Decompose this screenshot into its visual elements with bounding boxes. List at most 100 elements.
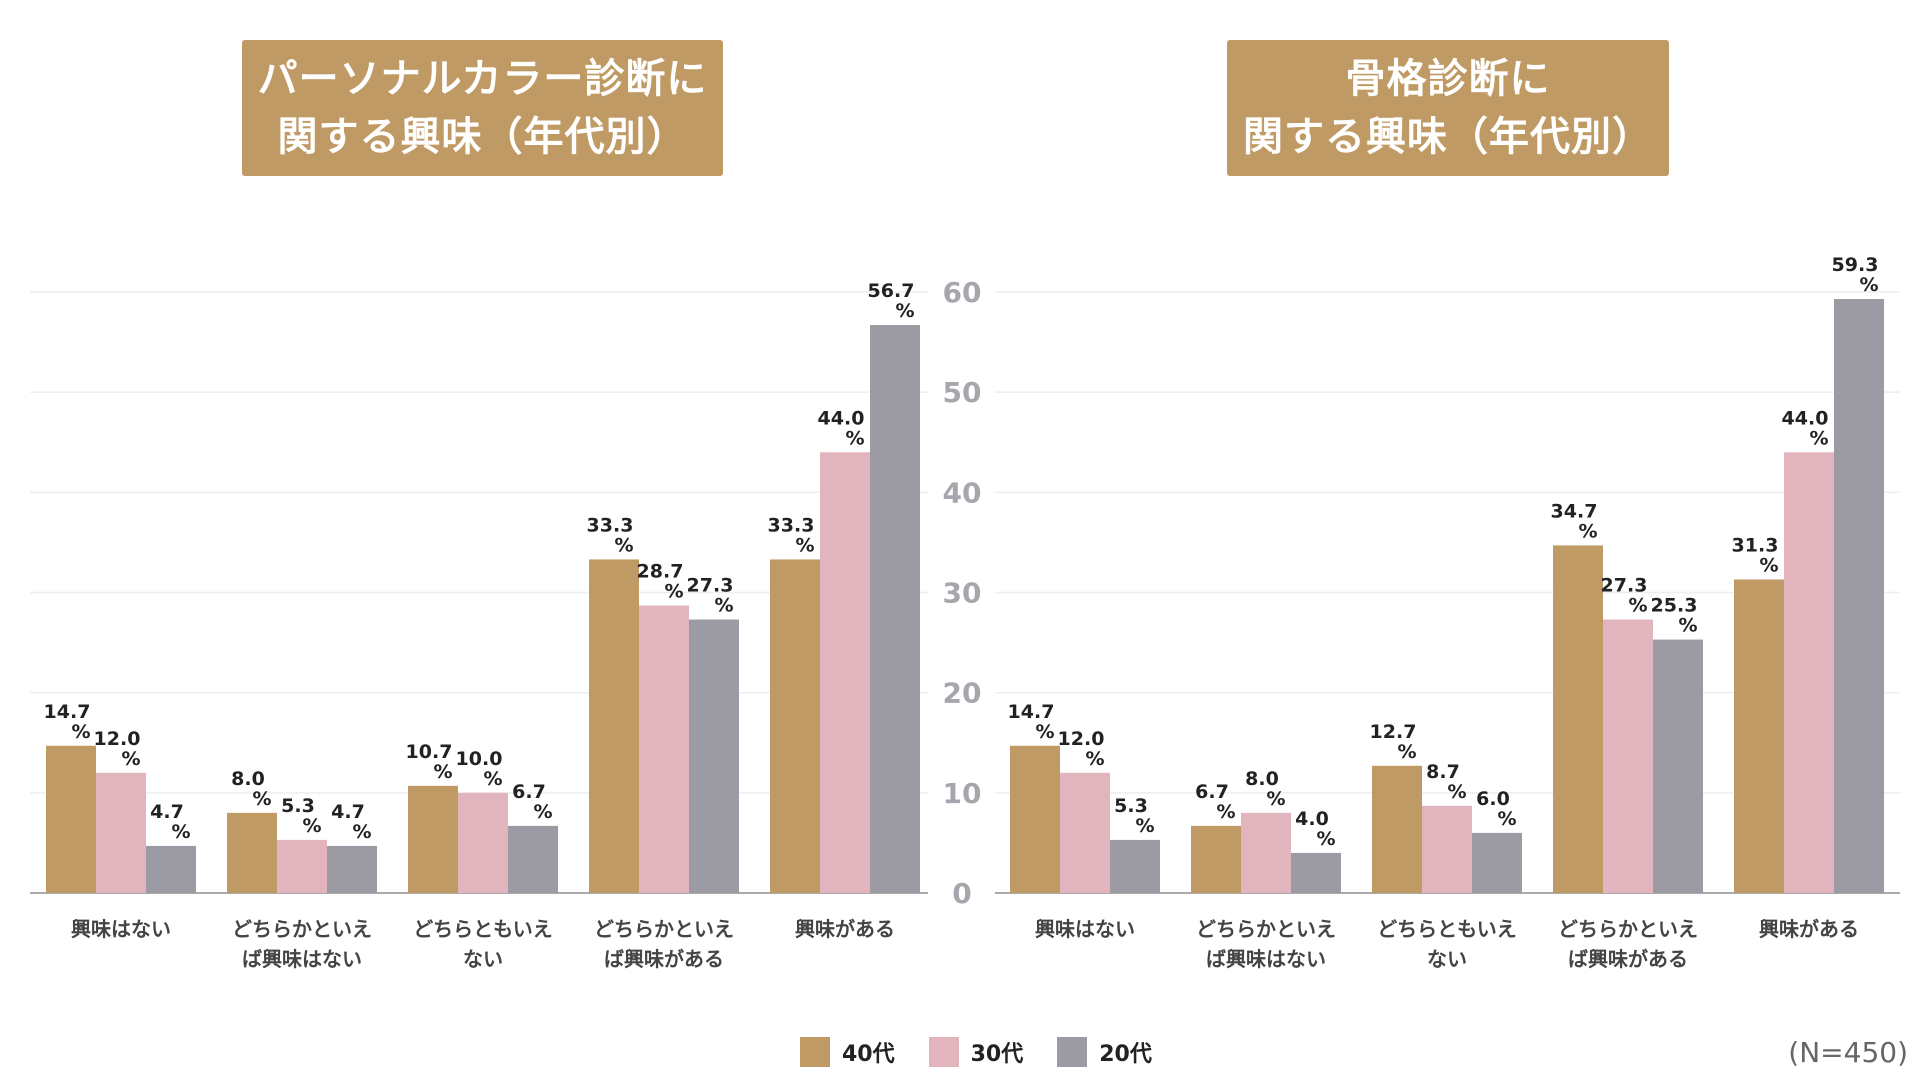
left-data-label-unit: %: [71, 721, 90, 743]
right-data-label-unit: %: [1578, 520, 1597, 542]
right-data-label-unit: %: [1316, 828, 1335, 850]
right-y-tick-label: 30: [943, 577, 982, 610]
right-data-label-value: 12.0: [1058, 728, 1105, 750]
right-bar: [1472, 832, 1522, 893]
right-y-tick-label: 10: [943, 777, 982, 810]
left-data-label-value: 27.3: [687, 575, 734, 597]
right-data-label-unit: %: [1216, 801, 1235, 823]
left-category-label: 興味はない: [71, 917, 171, 941]
left-category-label: どちらかといえ: [232, 917, 372, 941]
left-data-label-unit: %: [533, 801, 552, 823]
left-category-label: ば興味がある: [604, 947, 724, 971]
left-bar: [508, 825, 558, 893]
left-data-label-unit: %: [795, 534, 814, 556]
right-data-label-value: 12.7: [1370, 721, 1417, 743]
left-bar: [589, 559, 639, 893]
left-bar: [146, 845, 196, 893]
right-data-label-value: 6.0: [1476, 788, 1510, 810]
left-bar: [689, 619, 739, 893]
legend-item-40s: 40代: [800, 1036, 895, 1068]
left-category-label: ば興味はない: [242, 947, 362, 971]
legend-label-40s: 40代: [842, 1042, 895, 1067]
right-y-tick-label: 50: [943, 376, 982, 409]
legend-swatch-40s: [800, 1037, 830, 1067]
right-data-label-unit: %: [1135, 815, 1154, 837]
right-bar: [1010, 745, 1060, 893]
right-bar: [1553, 545, 1603, 893]
right-category-label: どちらともいえ: [1377, 917, 1517, 941]
left-data-label-unit: %: [664, 581, 683, 603]
right-chart-title: 骨格診断に 関する興味（年代別）: [1227, 40, 1669, 176]
left-data-label-value: 10.7: [406, 741, 453, 763]
right-data-label-unit: %: [1035, 721, 1054, 743]
left-data-label-value: 8.0: [231, 768, 265, 790]
left-data-label-unit: %: [845, 427, 864, 449]
right-data-label-unit: %: [1447, 781, 1466, 803]
right-data-label-unit: %: [1859, 274, 1878, 296]
right-data-label-value: 8.7: [1426, 761, 1460, 783]
left-data-label-unit: %: [714, 595, 733, 617]
left-bar: [227, 812, 277, 893]
left-category-label: どちらともいえ: [413, 917, 553, 941]
legend-swatch-20s: [1057, 1037, 1088, 1067]
right-data-label-value: 5.3: [1114, 795, 1148, 817]
right-data-label-unit: %: [1628, 595, 1647, 617]
right-data-label-unit: %: [1085, 748, 1104, 770]
right-bar: [1060, 772, 1110, 893]
right-title-line-2: 関する興味（年代別）: [1243, 114, 1653, 160]
right-category-label: 興味がある: [1759, 917, 1859, 941]
left-data-label-unit: %: [171, 821, 190, 843]
left-data-label-unit: %: [614, 534, 633, 556]
right-data-label-value: 34.7: [1551, 500, 1598, 522]
right-category-label: ば興味がある: [1568, 947, 1688, 971]
left-data-label-value: 33.3: [768, 514, 815, 536]
left-chart-title: パーソナルカラー診断に 関する興味（年代別）: [242, 40, 723, 176]
left-bar: [96, 772, 146, 893]
left-category-label: どちらかといえ: [594, 917, 734, 941]
left-data-label-value: 5.3: [281, 795, 315, 817]
right-data-label-value: 6.7: [1195, 781, 1229, 803]
left-bar: [458, 792, 508, 893]
sample-size-note: (N=450): [1788, 1036, 1908, 1069]
right-data-label-unit: %: [1397, 741, 1416, 763]
right-bar: [1784, 452, 1834, 893]
right-y-tick-label: 0: [952, 877, 971, 910]
legend-swatch-30s: [928, 1037, 959, 1067]
right-bar: [1734, 579, 1784, 893]
right-category-label: ば興味はない: [1206, 947, 1326, 971]
right-bar: [1291, 852, 1341, 893]
left-data-label-value: 33.3: [587, 514, 634, 536]
left-bar: [277, 839, 327, 893]
left-bar: [870, 325, 920, 893]
left-bar: [820, 452, 870, 893]
right-bar: [1191, 825, 1241, 893]
left-data-label-value: 56.7: [868, 280, 915, 302]
left-bar: [639, 605, 689, 893]
left-data-label-value: 4.7: [331, 801, 365, 823]
left-data-label-unit: %: [302, 815, 321, 837]
right-y-tick-label: 60: [943, 276, 982, 309]
right-category-label: ない: [1427, 947, 1467, 971]
right-data-label-value: 27.3: [1601, 575, 1648, 597]
right-y-tick-label: 40: [943, 476, 982, 509]
left-data-label-value: 12.0: [94, 728, 141, 750]
right-data-label-value: 44.0: [1782, 407, 1829, 429]
right-category-label: どちらかといえ: [1558, 917, 1698, 941]
right-bar: [1834, 299, 1884, 893]
left-data-label-unit: %: [895, 300, 914, 322]
right-bar: [1653, 639, 1703, 893]
left-bar: [770, 559, 820, 893]
left-title-line-1: パーソナルカラー診断に: [257, 56, 708, 102]
right-data-label-value: 59.3: [1832, 254, 1879, 276]
right-bar: [1110, 839, 1160, 893]
right-bar: [1603, 619, 1653, 893]
legend-item-30s: 30代: [928, 1036, 1024, 1068]
right-data-label-unit: %: [1497, 808, 1516, 830]
right-data-label-value: 4.0: [1295, 808, 1329, 830]
legend-label-20s: 20代: [1099, 1042, 1152, 1067]
left-data-label-unit: %: [483, 768, 502, 790]
legend-label-30s: 30代: [970, 1042, 1024, 1067]
right-bar: [1241, 812, 1291, 893]
left-bar: [408, 785, 458, 893]
